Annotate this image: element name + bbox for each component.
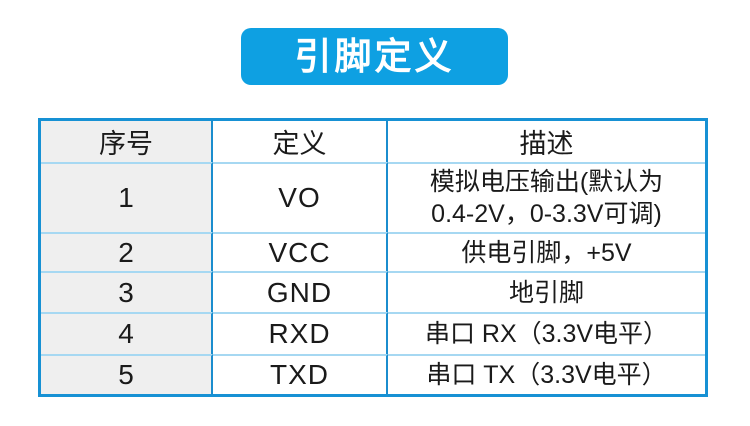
pin-description: 模拟电压输出(默认为 0.4-2V，0-3.3V可调) (388, 162, 705, 232)
col-header-number: 序号 (41, 121, 213, 162)
pin-number: 5 (41, 354, 213, 394)
pin-description: 供电引脚，+5V (388, 232, 705, 271)
pin-definition: RXD (213, 312, 388, 354)
pin-definition: VCC (213, 232, 388, 271)
pin-definition: GND (213, 271, 388, 312)
pin-number: 2 (41, 232, 213, 271)
pin-definition-table: 序号 定义 描述 1 VO 模拟电压输出(默认为 0.4-2V，0-3.3V可调… (38, 118, 708, 397)
pin-description: 串口 TX（3.3V电平） (388, 354, 705, 394)
pin-definition: VO (213, 162, 388, 232)
pin-number: 4 (41, 312, 213, 354)
pin-description: 地引脚 (388, 271, 705, 312)
section-title-banner: 引脚定义 (241, 28, 508, 85)
pin-definition: TXD (213, 354, 388, 394)
col-header-definition: 定义 (213, 121, 388, 162)
section-title: 引脚定义 (294, 36, 455, 77)
col-header-description: 描述 (519, 129, 574, 159)
pin-number: 1 (41, 162, 213, 232)
pin-number: 3 (41, 271, 213, 312)
pin-description: 串口 RX（3.3V电平） (388, 312, 705, 354)
